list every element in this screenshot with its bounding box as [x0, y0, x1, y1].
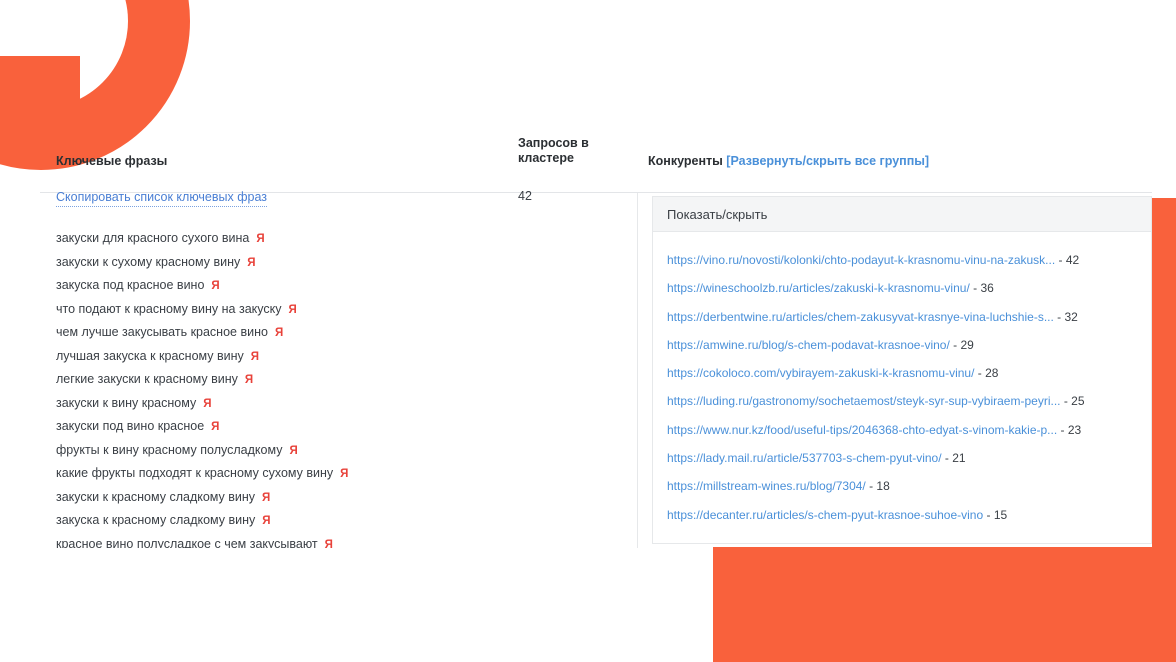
list-item[interactable]: закуски под вино красное Я	[56, 415, 616, 439]
list-item: https://amwine.ru/blog/s-chem-podavat-kr…	[653, 331, 1151, 359]
keyphrase-text: красное вино полусладкое с чем закусываю…	[56, 536, 318, 551]
yandex-source-icon: Я	[288, 303, 297, 316]
yandex-source-icon: Я	[211, 421, 220, 433]
list-item: https://derbentwine.ru/articles/chem-zak…	[653, 303, 1151, 331]
keyphrase-text: закуски к вину красному	[56, 395, 197, 410]
list-item: https://wineschoolzb.ru/articles/zakuski…	[653, 274, 1151, 302]
competitor-url-link[interactable]: https://decanter.ru/articles/s-chem-pyut…	[667, 507, 984, 522]
copy-keyphrase-list-link[interactable]: Скопировать список ключевых фраз	[56, 189, 268, 207]
list-item[interactable]: закуски для красного сухого вина Я	[56, 227, 616, 251]
column-header-volume-line2: кластере	[518, 151, 574, 165]
competitor-url-count: - 18	[869, 479, 890, 494]
competitor-url-link[interactable]: https://cokoloco.com/vybirayem-zakuski-k…	[667, 366, 975, 381]
yandex-source-icon: Я	[244, 374, 254, 386]
list-item[interactable]: закуски к вину красному Я	[56, 392, 616, 416]
list-item[interactable]: закуска к красному сладкому вину Я	[56, 509, 616, 533]
yandex-source-icon: Я	[262, 491, 271, 504]
competitor-url-count: - 29	[953, 337, 974, 352]
keyphrase-text: закуска к красному сладкому вину	[56, 513, 256, 527]
keyphrase-text: закуска под красное вино	[56, 278, 205, 292]
column-divider	[637, 193, 638, 548]
list-item[interactable]: фрукты к вину красному полусладкому Я	[56, 439, 616, 463]
competitor-url-list: https://vino.ru/novosti/kolonki/chto-pod…	[653, 232, 1151, 529]
competitor-url-link[interactable]: https://amwine.ru/blog/s-chem-podavat-kr…	[667, 337, 950, 352]
list-item: https://millstream-wines.ru/blog/7304/ -…	[653, 472, 1151, 500]
competitor-url-count: - 15	[986, 507, 1008, 522]
competitors-panel: Показать/скрыть https://vino.ru/novosti/…	[652, 196, 1152, 544]
competitor-url-link[interactable]: https://vino.ru/novosti/kolonki/chto-pod…	[667, 253, 1056, 267]
competitor-url-link[interactable]: https://www.nur.kz/food/useful-tips/2046…	[667, 422, 1058, 437]
column-header-competitors-label: Конкуренты	[648, 154, 723, 168]
list-item[interactable]: закуски к красному сладкому вину Я	[56, 486, 616, 510]
yandex-source-icon: Я	[324, 538, 333, 551]
list-item[interactable]: закуски к сухому красному вину Я	[56, 251, 616, 275]
list-item[interactable]: лучшая закуска к красному вину Я	[56, 345, 616, 369]
competitor-url-count: - 25	[1063, 394, 1085, 409]
keyphrase-text: закуски к сухому красному вину	[56, 254, 241, 269]
yandex-source-icon: Я	[247, 256, 256, 269]
keyphrase-text: какие фрукты подходят к красному сухому …	[56, 466, 334, 480]
yandex-source-icon: Я	[256, 233, 265, 245]
competitor-url-link[interactable]: https://luding.ru/gastronomy/sochetaemos…	[667, 394, 1061, 409]
yandex-source-icon: Я	[340, 468, 349, 480]
list-item: https://decanter.ru/articles/s-chem-pyut…	[653, 501, 1151, 529]
cluster-volume-value: 42	[518, 189, 532, 203]
keyphrase-text: чем лучше закусывать красное вино	[56, 325, 268, 339]
competitor-url-link[interactable]: https://millstream-wines.ru/blog/7304/	[667, 479, 866, 494]
yandex-source-icon: Я	[211, 280, 220, 292]
competitor-url-count: - 32	[1057, 309, 1078, 324]
keyphrase-text: лучшая закуска к красному вину	[56, 348, 244, 363]
keyphrase-text: закуски к красному сладкому вину	[56, 489, 256, 504]
keyphrases-column: Скопировать список ключевых фраз закуски…	[56, 188, 616, 556]
keyphrase-text: что подают к красному вину на закуску	[56, 301, 282, 316]
list-item[interactable]: закуска под красное вино Я	[56, 274, 616, 298]
competitor-url-link[interactable]: https://wineschoolzb.ru/articles/zakuski…	[667, 281, 970, 296]
list-item: https://lady.mail.ru/article/537703-s-ch…	[653, 444, 1151, 472]
competitor-url-count: - 36	[973, 281, 994, 296]
list-item[interactable]: красное вино полусладкое с чем закусываю…	[56, 533, 616, 557]
list-item[interactable]: какие фрукты подходят к красному сухому …	[56, 462, 616, 486]
list-item: https://cokoloco.com/vybirayem-zakuski-k…	[653, 359, 1151, 387]
list-item[interactable]: легкие закуски к красному вину Я	[56, 368, 616, 392]
column-header-volume-line1: Запросов в	[518, 136, 589, 150]
competitor-url-count: - 21	[944, 451, 966, 466]
keyphrase-text: легкие закуски к красному вину	[56, 372, 238, 386]
column-header-keyphrases: Ключевые фразы	[56, 154, 168, 168]
show-hide-group-label: Показать/скрыть	[667, 206, 768, 222]
table-header-row: Ключевые фразы Запросов в кластере Конку…	[40, 131, 1152, 193]
list-item: https://vino.ru/novosti/kolonki/chto-pod…	[653, 246, 1151, 274]
expand-collapse-all-groups-link[interactable]: [Развернуть/скрыть все группы]	[726, 154, 930, 168]
keyphrase-text: закуски для красного сухого вина	[56, 231, 250, 245]
column-header-competitors: Конкуренты [Развернуть/скрыть все группы…	[648, 154, 929, 169]
show-hide-group-toggle[interactable]: Показать/скрыть	[653, 196, 1151, 232]
competitor-url-link[interactable]: https://derbentwine.ru/articles/chem-zak…	[667, 309, 1054, 324]
yandex-source-icon: Я	[289, 444, 298, 457]
sheet-bottom-crop	[0, 548, 713, 662]
column-header-volume: Запросов в кластере	[518, 136, 628, 166]
competitor-url-link[interactable]: https://lady.mail.ru/article/537703-s-ch…	[667, 451, 942, 466]
yandex-source-icon: Я	[250, 350, 260, 363]
keyphrase-text: фрукты к вину красному полусладкому	[56, 442, 283, 457]
list-item: https://luding.ru/gastronomy/sochetaemos…	[653, 387, 1151, 415]
competitor-url-count: - 42	[1058, 253, 1080, 267]
keyphrase-text: закуски под вино красное	[56, 419, 205, 433]
yandex-source-icon: Я	[274, 327, 284, 339]
competitor-url-count: - 23	[1060, 422, 1082, 437]
list-item[interactable]: что подают к красному вину на закуску Я	[56, 298, 616, 322]
competitor-url-count: - 28	[977, 366, 999, 381]
keyphrase-list: закуски для красного сухого вина Я закуск…	[56, 227, 616, 556]
list-item[interactable]: чем лучше закусывать красное вино Я	[56, 321, 616, 345]
yandex-source-icon: Я	[262, 515, 271, 527]
list-item: https://www.nur.kz/food/useful-tips/2046…	[653, 416, 1151, 444]
yandex-source-icon: Я	[203, 397, 212, 410]
